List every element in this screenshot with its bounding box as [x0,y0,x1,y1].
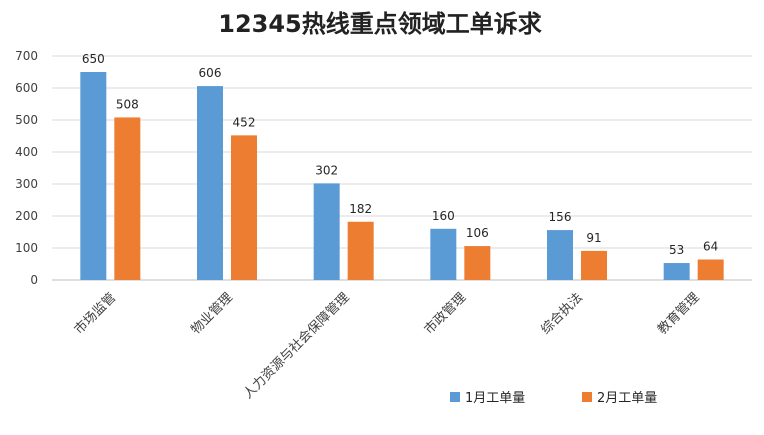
x-tick-label: 物业管理 [188,290,235,337]
x-tick-label: 市政管理 [421,290,469,338]
x-axis-labels: 市场监管 物业管理 人力资源与社会保障管理 市政管理 综合执法 教育管理 [71,290,702,402]
data-label: 64 [703,240,718,254]
x-tick-label: 人力资源与社会保障管理 [240,290,352,402]
bars [80,72,724,280]
bar [313,183,340,280]
bar [231,135,257,280]
legend-label: 2月工单量 [597,391,657,406]
bar [581,250,607,280]
y-tick-label: 300 [15,177,38,191]
data-labels: 650 508 606 452 302 182 160 106 156 91 53 64 [82,52,718,257]
data-label: 508 [116,97,139,111]
data-label: 302 [315,163,338,177]
x-tick-label: 综合执法 [538,290,585,337]
legend-swatch [582,392,592,402]
bar [347,221,374,280]
y-tick-label: 600 [15,81,38,95]
data-label: 156 [549,210,572,224]
y-tick-label: 700 [15,49,38,63]
x-tick-label: 市场监管 [71,290,119,338]
x-tick-label: 教育管理 [654,290,702,338]
y-tick-label: 200 [15,209,38,223]
y-tick-label: 400 [15,145,38,159]
legend-swatch [450,392,460,402]
bar [114,117,141,280]
bar [547,230,573,280]
y-tick-label: 100 [15,241,38,255]
y-tick-label: 0 [30,273,38,287]
y-gridlines [52,55,752,281]
data-label: 606 [199,66,222,80]
data-label: 452 [233,115,256,129]
bar [80,72,107,280]
bar [197,86,223,280]
data-label: 106 [466,226,489,240]
data-label: 160 [432,209,455,223]
bar [464,246,491,280]
bar [663,263,690,280]
data-label: 182 [349,202,372,216]
y-tick-label: 500 [15,113,38,127]
data-label: 650 [82,52,105,66]
legend-label: 1月工单量 [465,391,525,406]
bar [697,259,724,280]
y-axis-ticks: 0 100 200 300 400 500 600 700 [15,49,38,287]
bar [430,228,457,280]
chart-title: 12345热线重点领域工单诉求 [218,10,542,38]
data-label: 53 [669,243,684,257]
legend: 1月工单量 2月工单量 [450,391,657,406]
data-label: 91 [586,231,601,245]
